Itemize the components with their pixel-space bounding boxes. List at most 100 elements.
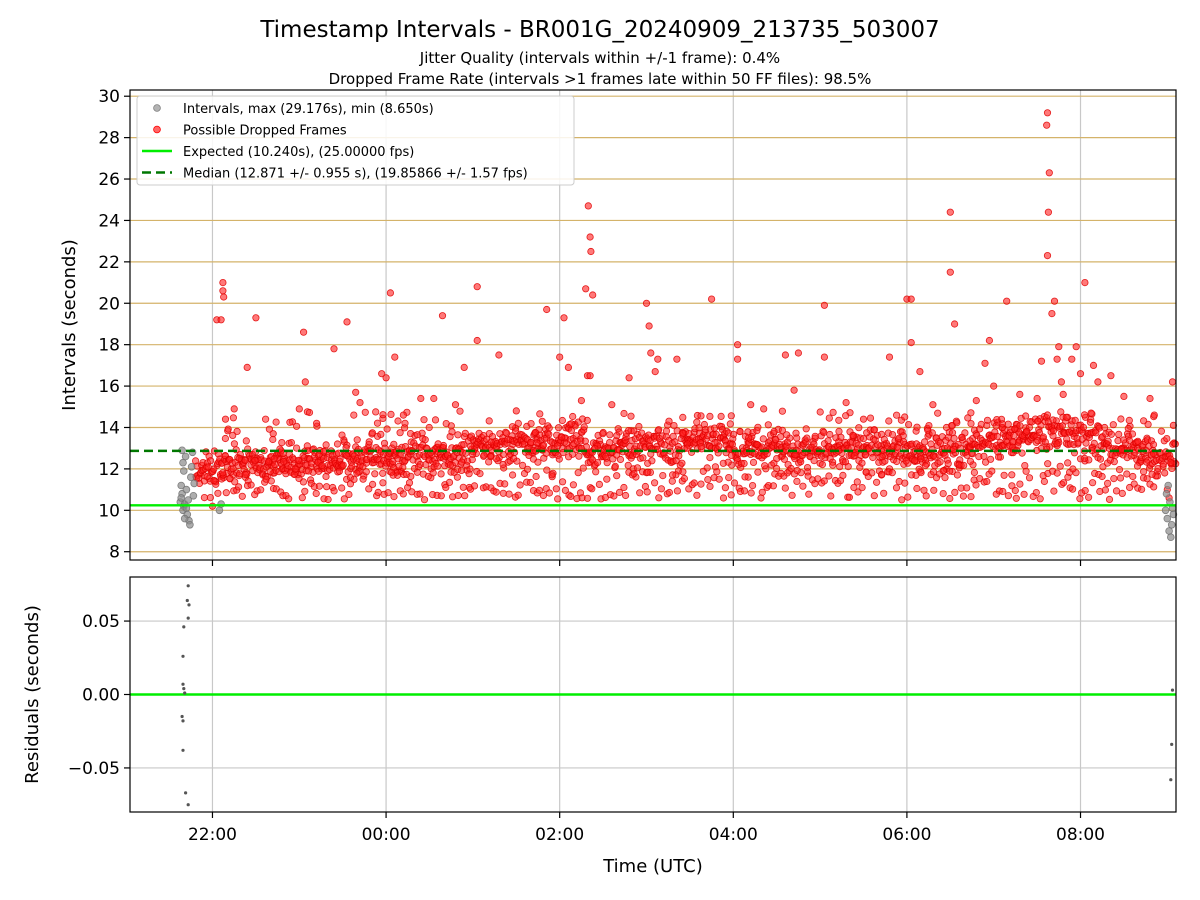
- dropped-point-1506: [315, 482, 323, 490]
- dropped-point-221: [339, 461, 347, 469]
- dropped-point-1115: [936, 458, 944, 466]
- dropped-point-59: [231, 478, 239, 486]
- dropped-point-1632: [706, 482, 714, 490]
- dropped-point-2175: [1089, 361, 1098, 369]
- dropped-point-1869: [633, 464, 642, 472]
- dropped-point-806: [729, 430, 738, 438]
- dropped-point-1779: [645, 431, 653, 439]
- residual-point-10: [181, 719, 185, 723]
- dropped-point-1881: [1034, 417, 1042, 425]
- dropped-point-1502: [304, 467, 313, 475]
- top-ylabel: Intervals (seconds): [59, 239, 80, 411]
- dropped-point-1715: [963, 484, 971, 492]
- dropped-point-1764: [1116, 474, 1125, 482]
- dropped-point-1977: [917, 468, 925, 477]
- dropped-point-1469: [200, 493, 208, 502]
- dropped-point-1838: [420, 416, 428, 424]
- dropped-point-2047: [533, 439, 541, 447]
- residuals-panel: −0.05 0.00 0.05 22:00 00:00 02:00 04:00 06:00 08…: [22, 576, 1177, 877]
- dropped-point-2124: [625, 374, 633, 382]
- dropped-point-2132: [733, 341, 742, 349]
- dropped-point-1965: [583, 416, 591, 424]
- dropped-point-1759: [1101, 486, 1110, 494]
- dropped-point-1851: [1124, 424, 1132, 433]
- dropped-point-1784: [780, 472, 788, 480]
- dropped-point-1512: [335, 467, 343, 475]
- dropped-point-2115: [577, 396, 586, 405]
- dropped-point-144: [287, 438, 295, 447]
- dropped-point-1987: [291, 465, 299, 473]
- dropped-point-1983: [835, 416, 843, 424]
- dropped-point-950: [826, 430, 834, 439]
- dropped-point-1276: [1043, 411, 1052, 419]
- dropped-point-2051: [1115, 465, 1124, 474]
- dropped-point-1876: [616, 455, 625, 464]
- top-plot-frame: [129, 89, 1177, 561]
- dropped-point-1946: [536, 410, 544, 418]
- dropped-point-2090: [301, 378, 309, 386]
- dropped-point-1628: [693, 491, 701, 499]
- dropped-point-2065: [836, 463, 844, 471]
- dropped-point-2009: [532, 472, 540, 481]
- dropped-point-1862: [305, 408, 314, 417]
- interval-point-13: [184, 496, 193, 504]
- residual-point-11: [181, 748, 185, 752]
- dropped-point-1602: [613, 472, 621, 480]
- dropped-point-1775: [1150, 483, 1158, 491]
- dropped-point-684: [648, 457, 656, 465]
- dropped-point-1643: [740, 487, 749, 495]
- dropped-point-1917: [1098, 472, 1106, 481]
- dropped-point-1936: [531, 428, 539, 437]
- dropped-point-2178: [1120, 392, 1128, 400]
- dropped-point-1961: [1101, 423, 1109, 432]
- dropped-point-1612: [643, 488, 651, 496]
- dropped-point-1547: [442, 483, 450, 491]
- dropped-point-563: [567, 426, 576, 435]
- dropped-point-1870: [574, 469, 582, 477]
- residual-point-14: [1170, 688, 1175, 692]
- dropped-point-1930: [508, 423, 517, 431]
- dropped-point-1968: [361, 408, 369, 416]
- dropped-point-1637: [721, 484, 730, 492]
- dropped-point-1921: [863, 429, 871, 437]
- dropped-point-1603: [615, 488, 624, 496]
- dropped-point-1755: [1089, 479, 1097, 487]
- dropped-point-1972: [679, 429, 687, 437]
- dropped-point-648: [624, 461, 632, 469]
- dropped-point-1521: [362, 468, 370, 476]
- dropped-point-1186: [983, 416, 992, 424]
- dropped-point-1550: [453, 473, 461, 481]
- dropped-point-2054: [878, 470, 886, 478]
- dropped-point-1447: [1157, 427, 1166, 435]
- dropped-point-2167: [1055, 343, 1063, 351]
- dropped-point-1500: [298, 494, 306, 502]
- dropped-point-2039: [224, 425, 232, 433]
- dropped-point-1695: [901, 479, 909, 487]
- dropped-point-2029: [431, 416, 440, 424]
- dropped-point-2102: [430, 394, 438, 403]
- dropped-point-529: [545, 430, 553, 438]
- dropped-point-1727: [1000, 471, 1008, 479]
- dropped-point-1455: [1163, 434, 1171, 443]
- dropped-point-1935: [264, 457, 273, 466]
- interval-point-21: [180, 514, 189, 523]
- dropped-point-2079: [217, 316, 225, 324]
- interval-point-28: [1167, 533, 1175, 541]
- dropped-point-2031: [902, 457, 910, 465]
- dropped-point-1737: [1032, 488, 1040, 497]
- dropped-point-1948: [365, 438, 373, 446]
- dropped-point-1811: [1080, 411, 1089, 419]
- dropped-point-1471: [206, 493, 214, 502]
- dropped-point-694: [655, 426, 663, 434]
- dropped-point-196: [322, 441, 330, 449]
- dropped-point-2168: [1053, 355, 1061, 363]
- dropped-point-2116: [582, 285, 590, 293]
- dropped-point-2082: [220, 293, 228, 301]
- dropped-point-1771: [1138, 485, 1146, 493]
- dropped-point-1947: [350, 411, 358, 419]
- dropped-point-1787: [278, 438, 286, 447]
- dropped-point-1514: [340, 495, 348, 503]
- dropped-point-1999: [920, 438, 929, 446]
- dropped-point-967: [837, 433, 845, 441]
- dropped-point-1543: [429, 469, 437, 477]
